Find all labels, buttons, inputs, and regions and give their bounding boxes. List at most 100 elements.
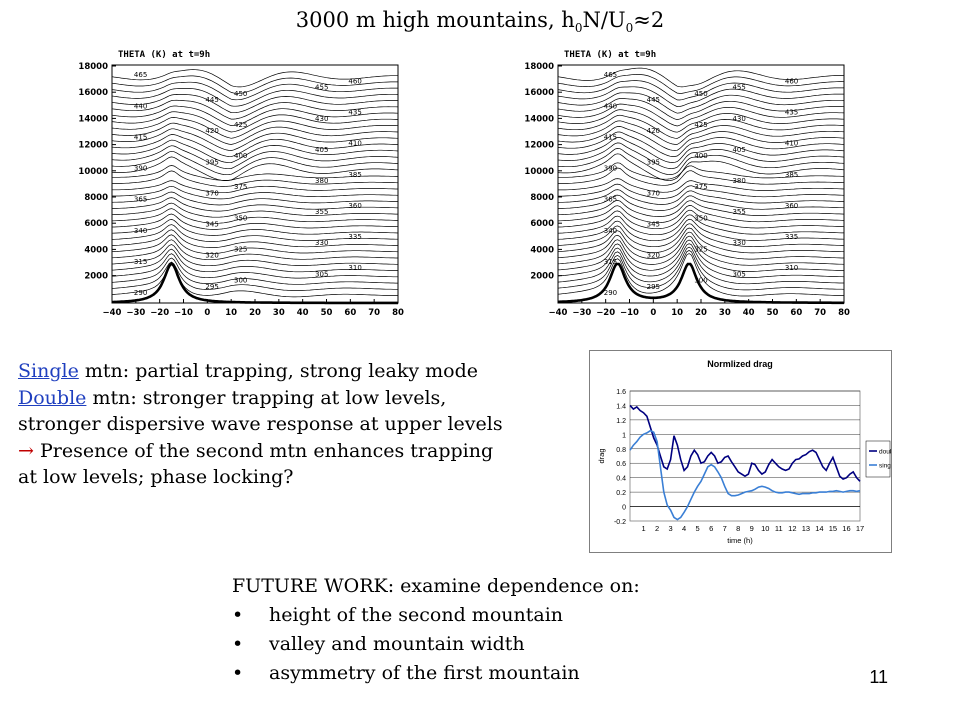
future-list: height of the second mountain valley and… bbox=[232, 601, 640, 688]
contour-label: 290 bbox=[134, 289, 147, 297]
terrain-line bbox=[558, 262, 844, 305]
theta-contour bbox=[111, 150, 399, 176]
contour-label: 345 bbox=[205, 221, 218, 229]
x-tick-label: 11 bbox=[775, 524, 783, 533]
theta-contour bbox=[111, 88, 399, 107]
contour-label: 315 bbox=[134, 258, 147, 266]
theta-panel-single: THETA (K) at t=9h18000160001400012000100… bbox=[72, 45, 408, 320]
x-tick-label: 17 bbox=[856, 524, 864, 533]
y-tick-label: 0 bbox=[622, 505, 626, 512]
notes-line-4: → Presence of the second mtn enhances tr… bbox=[18, 439, 494, 462]
single-link[interactable]: Single bbox=[18, 360, 79, 382]
contour-label: 370 bbox=[647, 189, 660, 197]
y-tick-label: 0.6 bbox=[616, 461, 626, 468]
theta-contour bbox=[112, 185, 399, 200]
theta-contour bbox=[558, 178, 845, 193]
y-tick-label: 8000 bbox=[530, 193, 554, 203]
contour-label: 415 bbox=[604, 133, 617, 141]
y-tick-label: 18000 bbox=[524, 62, 554, 72]
theta-contour bbox=[558, 194, 845, 211]
theta-contour bbox=[557, 109, 845, 133]
theta-contour bbox=[558, 209, 845, 230]
contour-label: 380 bbox=[315, 177, 328, 185]
plot-area bbox=[629, 390, 861, 522]
theta-contour bbox=[557, 86, 844, 107]
theta-contour bbox=[111, 94, 398, 114]
contour-label: 360 bbox=[348, 202, 361, 210]
double-line: Double mtn: stronger trapping at low lev… bbox=[18, 386, 447, 409]
contour-label: 395 bbox=[205, 158, 218, 166]
y-tick-label: 0.4 bbox=[616, 476, 626, 483]
theta-contour bbox=[557, 253, 844, 297]
contour-label: 435 bbox=[785, 109, 798, 117]
y-tick-label: 1.6 bbox=[616, 389, 626, 396]
page-number: 11 bbox=[869, 667, 888, 687]
contour-label: 310 bbox=[348, 264, 361, 272]
contour-label: 440 bbox=[134, 102, 147, 110]
theta-contour bbox=[557, 235, 845, 266]
contour-label: 405 bbox=[732, 146, 745, 154]
theta-contour bbox=[557, 246, 844, 285]
future-item: asymmetry of the first mountain bbox=[232, 659, 640, 688]
x-tick-label: 60 bbox=[344, 308, 356, 318]
theta-contour bbox=[557, 67, 844, 88]
theta-contour bbox=[111, 128, 399, 151]
x-tick-label: 0 bbox=[204, 308, 210, 318]
contour-label: 430 bbox=[315, 115, 328, 123]
y-tick-label: 0.8 bbox=[616, 447, 626, 454]
x-tick-label: −30 bbox=[572, 308, 591, 318]
x-tick-label: 40 bbox=[297, 308, 309, 318]
notes-line-5: at low levels; phase locking? bbox=[18, 466, 294, 488]
x-tick-label: −10 bbox=[174, 308, 193, 318]
contour-label: 335 bbox=[348, 233, 361, 241]
x-tick-label: 50 bbox=[321, 308, 333, 318]
contour-label: 345 bbox=[647, 221, 660, 229]
drag-chart-frame: Normlized drag 1.6 1.4 1.2 1 0.8 0.6 0.4 0.2 0 -0.… bbox=[589, 350, 899, 553]
theta-contour bbox=[557, 243, 845, 278]
contour-label: 465 bbox=[604, 71, 617, 79]
theta-contour bbox=[112, 180, 398, 194]
contour-label: 365 bbox=[604, 196, 617, 204]
theta-contour bbox=[557, 249, 845, 291]
contour-label: 405 bbox=[315, 146, 328, 154]
theta-contour bbox=[111, 105, 399, 126]
theta-contour bbox=[111, 122, 399, 145]
theta-contour bbox=[557, 80, 844, 101]
theta-contour bbox=[111, 239, 398, 261]
contour-label: 435 bbox=[348, 109, 361, 117]
theta-contour bbox=[111, 197, 399, 212]
theta-contour bbox=[111, 75, 398, 94]
x-tick-label: 70 bbox=[368, 308, 380, 318]
x-tick-label: 30 bbox=[719, 308, 731, 318]
contour-label: 315 bbox=[604, 258, 617, 266]
contour-label: 355 bbox=[732, 208, 745, 216]
x-tick-label: −30 bbox=[126, 308, 145, 318]
contour-label: 330 bbox=[315, 239, 328, 247]
contour-label: 415 bbox=[134, 133, 147, 141]
x-tick-label: −20 bbox=[150, 308, 169, 318]
y-tick-label: 6000 bbox=[84, 219, 108, 229]
contour-label: 290 bbox=[604, 289, 617, 297]
x-tick-label: 6 bbox=[709, 524, 713, 533]
x-tick-label: 10 bbox=[761, 524, 769, 533]
x-tick-label: 20 bbox=[695, 308, 707, 318]
y-tick-label: 14000 bbox=[78, 114, 108, 124]
theta-contour bbox=[558, 162, 845, 180]
contour-label: 455 bbox=[732, 84, 745, 92]
theta-contour bbox=[112, 213, 399, 230]
y-tick-label: 0.2 bbox=[616, 490, 626, 497]
contour-label: 330 bbox=[732, 239, 745, 247]
y-tick-label: 8000 bbox=[84, 193, 108, 203]
theta-contour bbox=[112, 165, 399, 181]
panel-header: THETA (K) at t=9h bbox=[564, 50, 656, 60]
theta-contour bbox=[111, 253, 398, 279]
single-line: Single mtn: partial trapping, strong lea… bbox=[18, 360, 478, 382]
theta-contour bbox=[111, 234, 399, 255]
contour-label: 420 bbox=[205, 127, 218, 135]
theta-panel-double: THETA (K) at t=9h18000160001400012000100… bbox=[518, 45, 854, 320]
double-link[interactable]: Double bbox=[18, 386, 87, 409]
contour-label: 300 bbox=[234, 277, 247, 285]
theta-contour bbox=[557, 126, 845, 151]
x-tick-label: 12 bbox=[788, 524, 796, 533]
contour-label: 310 bbox=[785, 264, 798, 272]
